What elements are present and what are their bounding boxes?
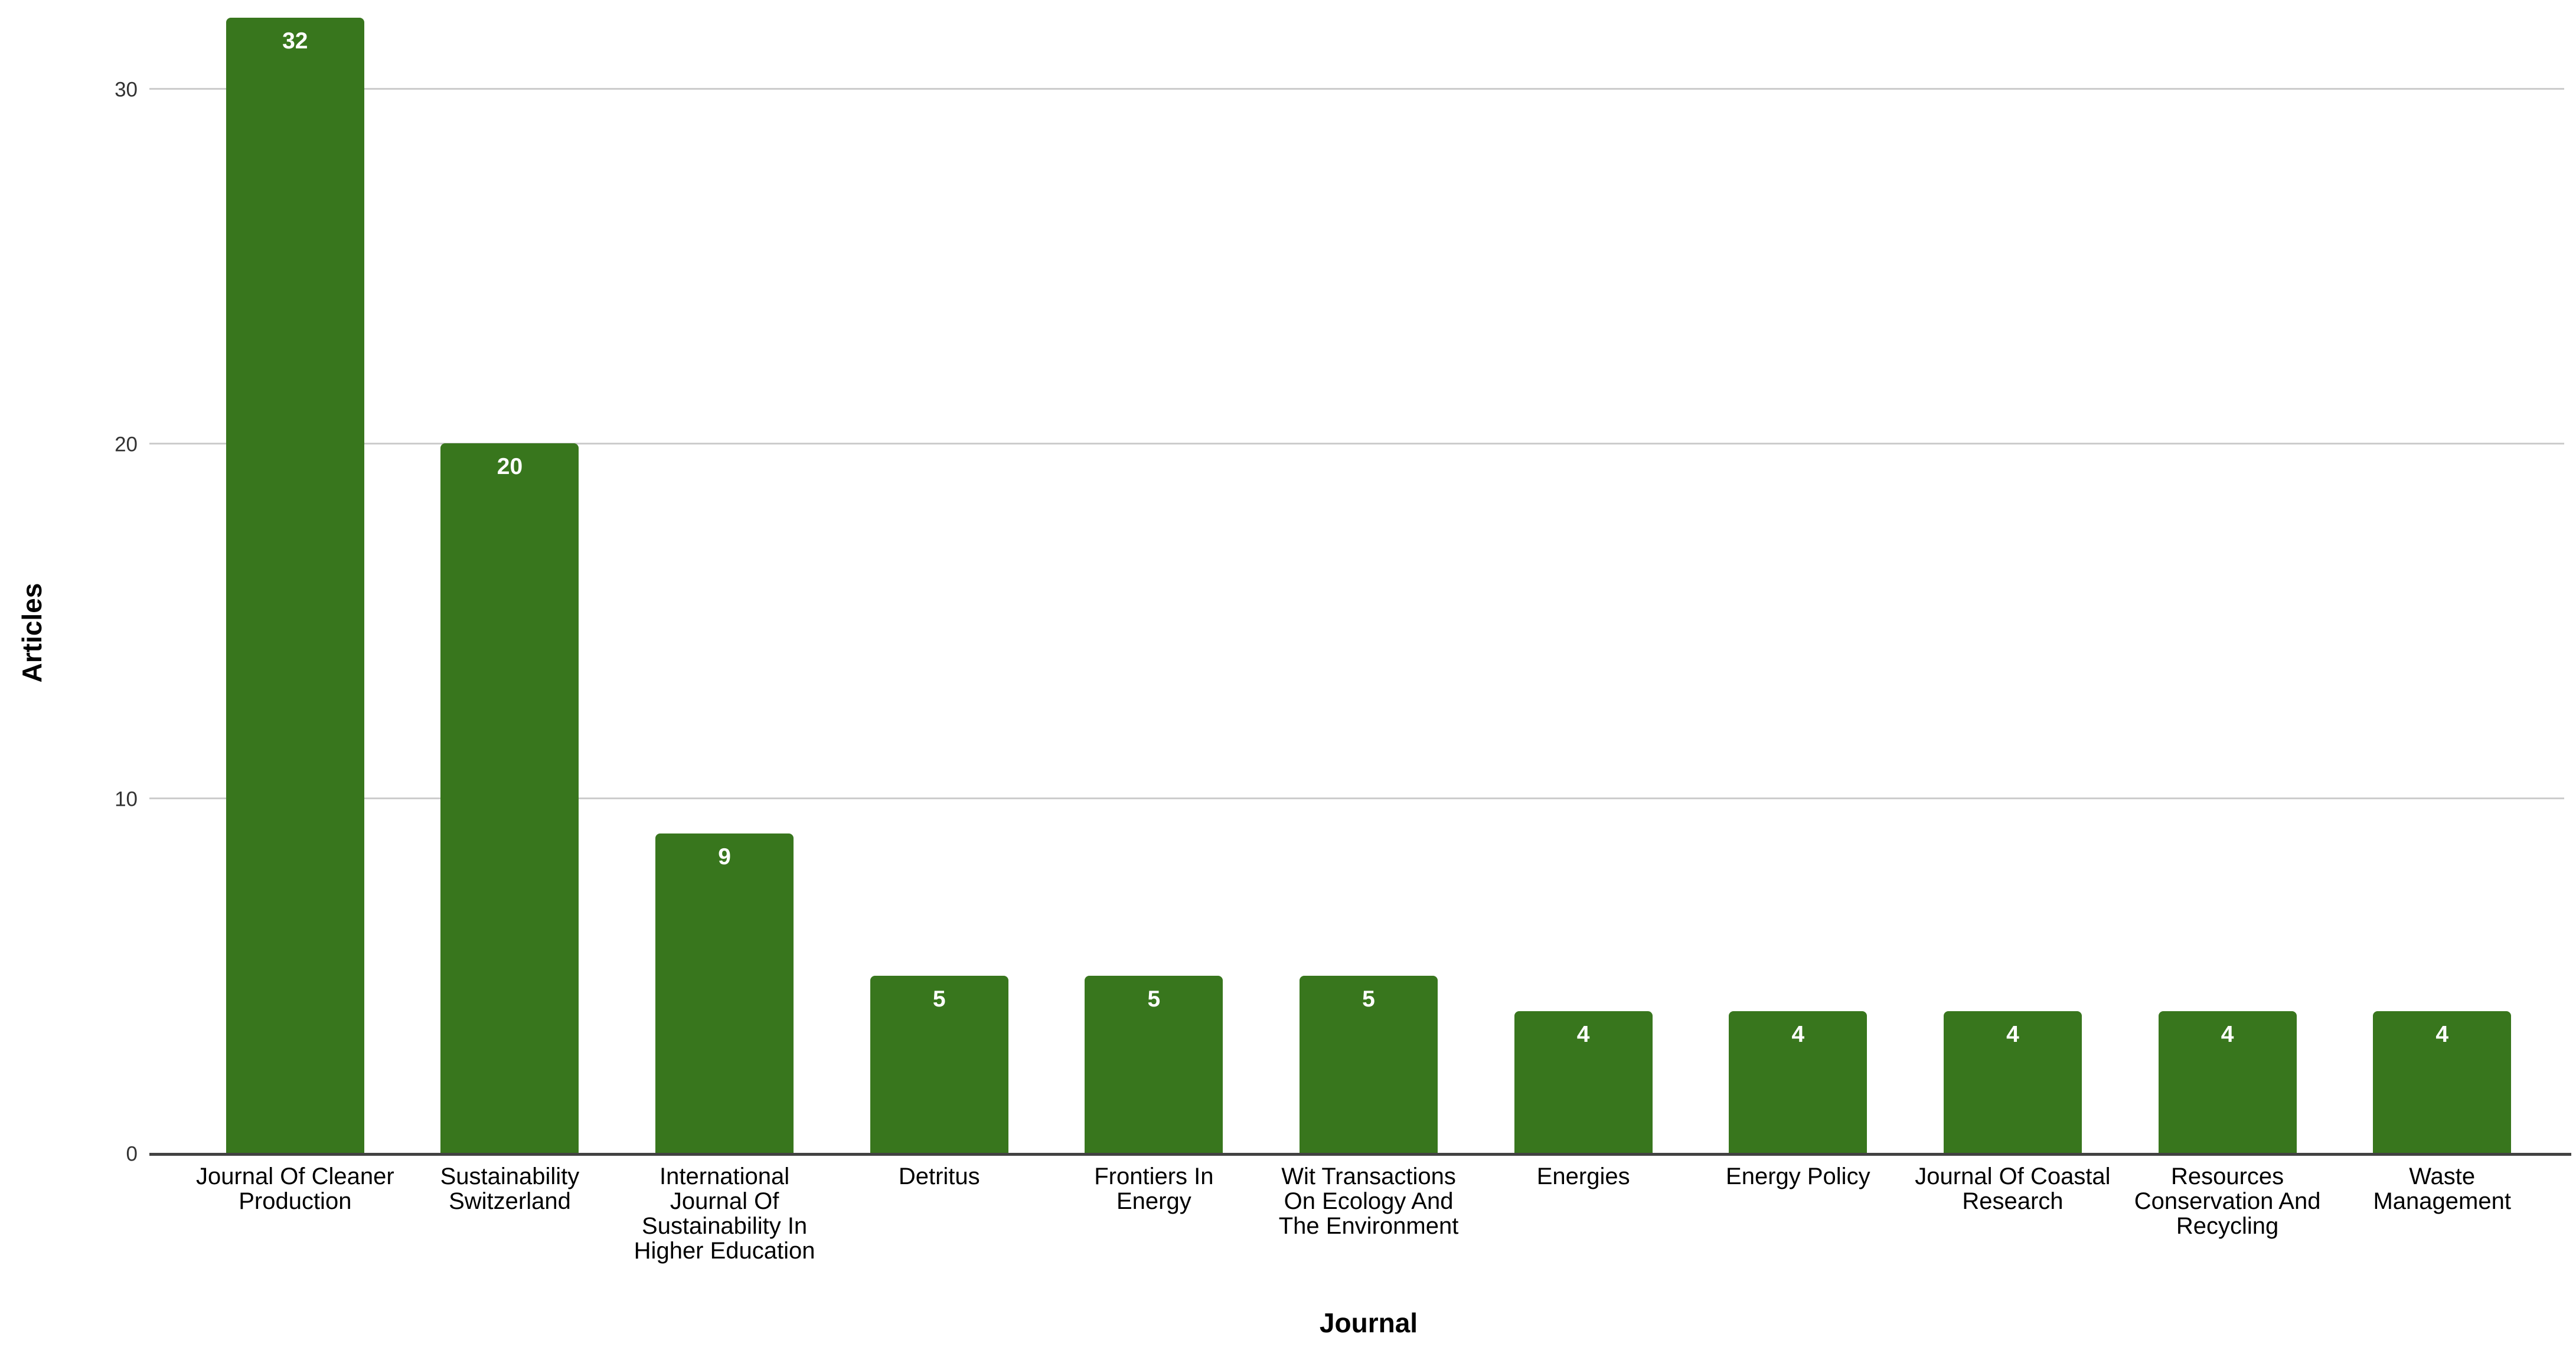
x-axis-line xyxy=(149,1153,2571,1156)
x-axis-label: Frontiers In Energy xyxy=(1094,1163,1214,1214)
bar-9: 4 xyxy=(1943,1011,2082,1153)
x-axis-label: Journal Of Coastal Research xyxy=(1915,1163,2111,1214)
bar-value-label: 5 xyxy=(1362,986,1375,1012)
gridline xyxy=(149,88,2564,90)
plot-area: 32 20 9 5 5 5 4 4 4 4 4 xyxy=(188,0,2549,1153)
bar-value-label: 4 xyxy=(2006,1021,2019,1047)
bar-value-label: 4 xyxy=(1791,1021,1805,1047)
x-axis-title: Journal xyxy=(1319,1307,1418,1338)
bar-7: 4 xyxy=(1514,1011,1653,1153)
y-axis-title: Articles xyxy=(17,583,47,683)
x-axis-label: Energies xyxy=(1536,1163,1630,1189)
x-axis-label: Wit Transactions On Ecology And The Envi… xyxy=(1278,1163,1459,1239)
bar-5: 5 xyxy=(1085,975,1223,1153)
bar-slot: 4 xyxy=(1905,1011,2120,1153)
bar-value-label: 4 xyxy=(1576,1021,1590,1047)
x-axis-label: Journal Of Cleaner Production xyxy=(195,1163,394,1214)
x-axis-labels: Journal Of Cleaner Production Sustainabil… xyxy=(188,1164,2549,1263)
bar-slot: 5 xyxy=(1047,975,1262,1153)
gridline xyxy=(149,797,2564,799)
y-tick-label: 30 xyxy=(115,78,138,102)
gridline xyxy=(149,443,2564,444)
bar-value-label: 20 xyxy=(497,454,523,479)
bar-slot: 9 xyxy=(617,833,832,1153)
bar-value-label: 5 xyxy=(932,986,946,1012)
bar-slot: 5 xyxy=(832,975,1047,1153)
x-axis-label: International Journal Of Sustainability … xyxy=(634,1163,815,1264)
y-tick-label: 20 xyxy=(115,433,138,456)
bar-value-label: 9 xyxy=(718,844,731,870)
bar-6: 5 xyxy=(1300,975,1438,1153)
bar-slot: 4 xyxy=(2120,1011,2335,1153)
bar-10: 4 xyxy=(2158,1011,2297,1153)
bar-4: 5 xyxy=(870,975,1008,1153)
x-axis-label: Energy Policy xyxy=(1726,1163,1870,1189)
x-axis-label: Detritus xyxy=(898,1163,980,1189)
x-axis-label: Resources Conservation And Recycling xyxy=(2134,1163,2321,1239)
bar-slot: 4 xyxy=(1690,1011,1905,1153)
bar-1: 32 xyxy=(226,17,364,1153)
bar-value-label: 5 xyxy=(1147,986,1161,1012)
bar-slot: 32 xyxy=(188,17,403,1153)
y-tick-label: 10 xyxy=(115,787,138,811)
bar-slot: 5 xyxy=(1261,975,1476,1153)
bar-slot: 4 xyxy=(1476,1011,1691,1153)
bar-11: 4 xyxy=(2373,1011,2512,1153)
bar-value-label: 4 xyxy=(2221,1021,2234,1047)
x-axis-label: Sustainability Switzerland xyxy=(440,1163,580,1214)
bar-8: 4 xyxy=(1729,1011,1867,1153)
bar-value-label: 4 xyxy=(2435,1021,2449,1047)
bar-2: 20 xyxy=(440,443,579,1153)
bar-3: 9 xyxy=(655,833,794,1153)
bar-value-label: 32 xyxy=(282,28,308,54)
y-tick-label: 0 xyxy=(126,1142,138,1166)
bar-slot: 4 xyxy=(2335,1011,2549,1153)
bar-slot: 20 xyxy=(403,443,618,1153)
x-axis-label: Waste Management xyxy=(2373,1163,2511,1214)
